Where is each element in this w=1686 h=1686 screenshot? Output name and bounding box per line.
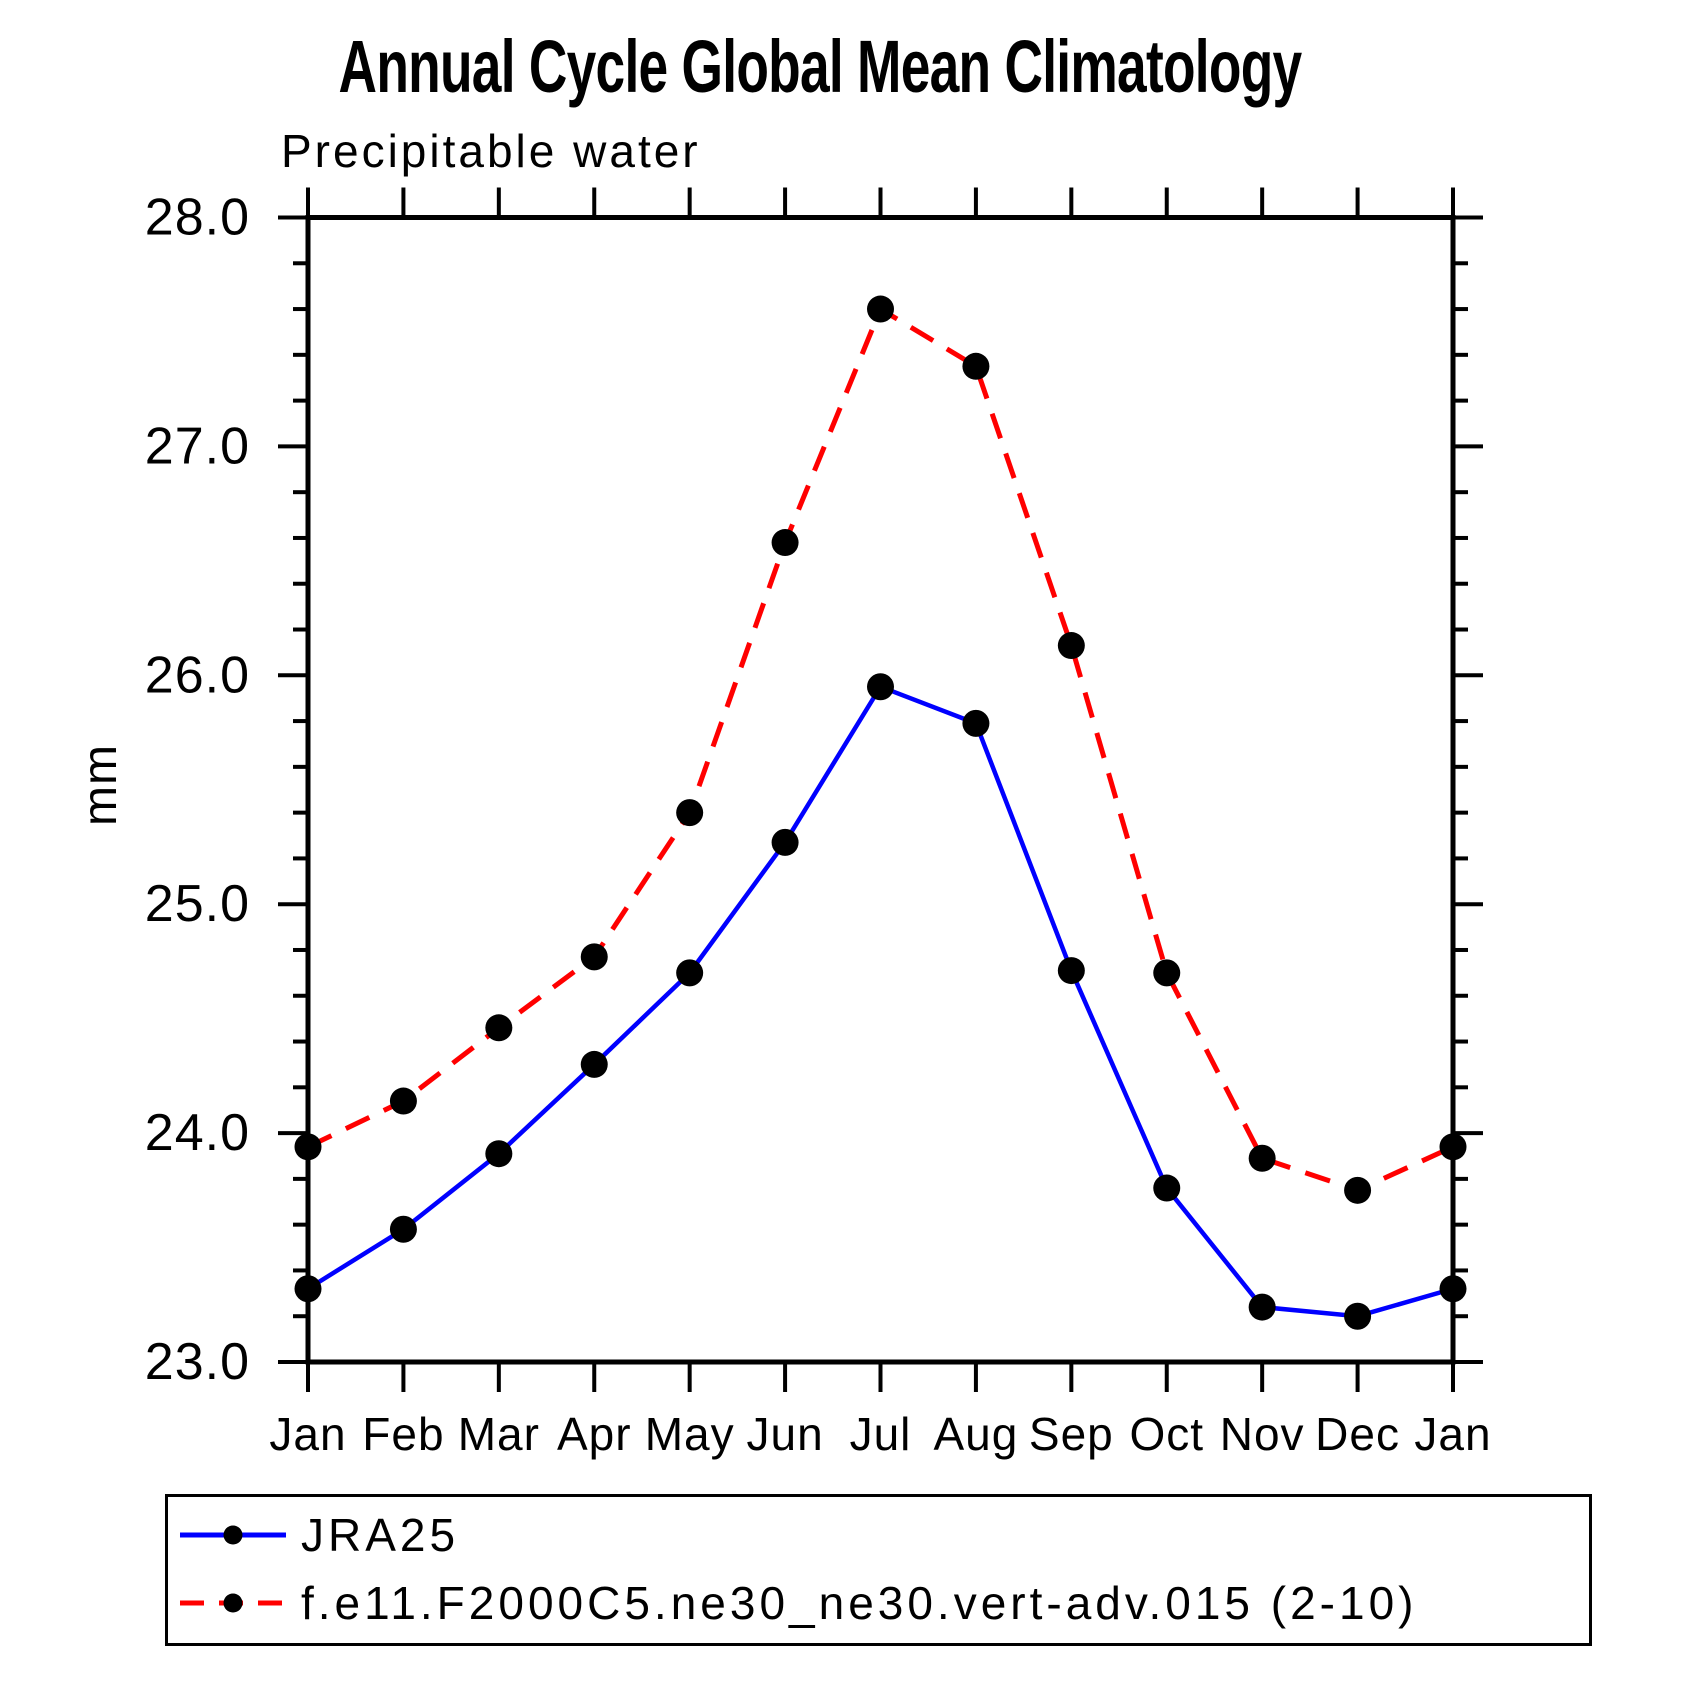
legend-box: JRA25 f.e11.F2000C5.ne30_ne30.vert-adv.0… bbox=[165, 1494, 1592, 1646]
data-point-marker bbox=[294, 1275, 322, 1303]
data-point-marker bbox=[389, 1087, 417, 1115]
x-tick-label: Oct bbox=[1129, 1408, 1204, 1460]
data-point-marker bbox=[1344, 1302, 1372, 1330]
data-point-marker bbox=[389, 1215, 417, 1243]
series-path bbox=[306, 305, 1455, 1194]
data-point-marker bbox=[867, 673, 894, 701]
y-axis-major-ticks bbox=[278, 215, 1483, 1364]
legend-item-model: f.e11.F2000C5.ne30_ne30.vert-adv.015 (2-… bbox=[174, 1579, 1417, 1627]
legend-marker-icon bbox=[223, 1525, 243, 1545]
series-path bbox=[306, 683, 1454, 1319]
data-point-marker bbox=[1057, 632, 1085, 660]
x-tick-label: Aug bbox=[933, 1408, 1018, 1460]
x-tick-label: Jun bbox=[746, 1408, 823, 1460]
y-tick-label: 27.0 bbox=[145, 417, 250, 475]
data-point-marker bbox=[485, 1140, 513, 1168]
data-point-marker bbox=[771, 828, 799, 856]
y-tick-labels: 23.0 24.0 25.0 26.0 27.0 28.0 bbox=[145, 189, 250, 1392]
plot-frame bbox=[305, 215, 1456, 1365]
y-axis-minor-ticks bbox=[293, 261, 1468, 1319]
x-tick-label: Feb bbox=[362, 1408, 444, 1460]
y-tick-label: 25.0 bbox=[145, 875, 250, 933]
legend-line-sample-solid bbox=[180, 1525, 286, 1545]
legend-line-sample-dashed bbox=[180, 1593, 286, 1613]
data-point-marker bbox=[1439, 1275, 1467, 1303]
x-tick-label: Nov bbox=[1220, 1408, 1305, 1460]
x-tick-label: Jan bbox=[269, 1408, 346, 1460]
y-tick-label: 24.0 bbox=[145, 1104, 250, 1162]
series-line-0 bbox=[306, 683, 1454, 1319]
data-point-marker bbox=[1057, 957, 1085, 985]
x-tick-label: Mar bbox=[458, 1408, 540, 1460]
data-point-marker bbox=[867, 295, 894, 323]
data-point-marker bbox=[485, 1014, 513, 1042]
legend-label: JRA25 bbox=[301, 1509, 460, 1561]
y-tick-label: 26.0 bbox=[145, 646, 250, 704]
x-tick-label: Sep bbox=[1029, 1408, 1114, 1460]
data-point-marker bbox=[580, 1050, 608, 1078]
data-point-marker bbox=[294, 1133, 322, 1161]
x-tick-label: Jul bbox=[850, 1408, 912, 1460]
series-markers-0 bbox=[294, 673, 1467, 1330]
data-point-marker bbox=[962, 352, 990, 380]
data-point-marker bbox=[771, 529, 799, 557]
data-point-marker bbox=[676, 959, 704, 987]
x-tick-label: May bbox=[645, 1408, 735, 1460]
y-tick-label: 28.0 bbox=[145, 189, 250, 247]
chart-subtitle: Precipitable water bbox=[281, 125, 701, 177]
data-point-marker bbox=[1153, 959, 1181, 987]
x-tick-label: Jan bbox=[1414, 1408, 1491, 1460]
legend-label: f.e11.F2000C5.ne30_ne30.vert-adv.015 (2-… bbox=[301, 1577, 1418, 1629]
series-line-1 bbox=[306, 305, 1455, 1194]
x-tick-labels: Jan Feb Mar Apr May Jun Jul Aug Sep Oct Nov Dec Jan bbox=[269, 1408, 1491, 1460]
x-tick-label: Dec bbox=[1315, 1408, 1400, 1460]
data-point-marker bbox=[580, 943, 608, 971]
data-point-marker bbox=[1344, 1176, 1372, 1204]
x-tick-label: Apr bbox=[557, 1408, 632, 1460]
data-point-marker bbox=[1153, 1174, 1181, 1202]
series-markers-1 bbox=[294, 295, 1467, 1204]
data-point-marker bbox=[962, 709, 990, 737]
data-point-marker bbox=[676, 799, 704, 827]
legend-marker-icon bbox=[223, 1593, 243, 1613]
data-point-marker bbox=[1248, 1293, 1276, 1321]
chart-title-text: Annual Cycle Global Mean Climatology bbox=[338, 25, 1303, 108]
chart-title: Annual Cycle Global Mean Climatology bbox=[151, 30, 1488, 104]
data-point-marker bbox=[1248, 1144, 1276, 1172]
legend-item-jra25: JRA25 bbox=[174, 1511, 459, 1559]
y-tick-label: 23.0 bbox=[145, 1333, 250, 1391]
x-axis-ticks bbox=[306, 187, 1455, 1392]
data-point-marker bbox=[1439, 1133, 1467, 1161]
